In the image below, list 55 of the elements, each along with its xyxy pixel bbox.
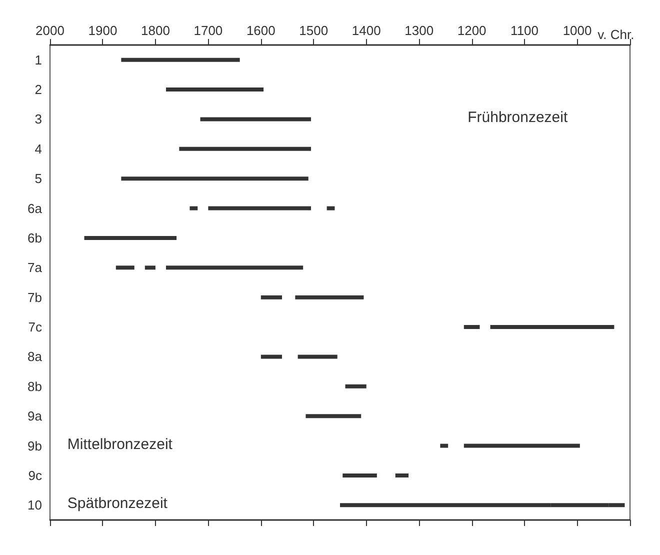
annotation: Spätbronzezeit (67, 495, 168, 512)
x-tick-label: 1900 (88, 23, 118, 38)
x-tick-label: 1700 (194, 23, 223, 38)
bar (121, 176, 308, 181)
y-tick-label: 6b (28, 230, 42, 246)
bar (395, 473, 409, 478)
bar (440, 444, 448, 448)
bar (166, 88, 264, 92)
x-tick-label: 1300 (404, 23, 434, 38)
bar (295, 295, 364, 300)
x-tick-label: 1200 (457, 23, 486, 38)
x-tick-label: 1600 (246, 23, 276, 38)
bar (464, 325, 480, 330)
x-tick-label: 1400 (352, 23, 381, 38)
x-tick-label: 2000 (36, 23, 64, 38)
bar (121, 58, 240, 62)
bar (260, 295, 282, 300)
bar (208, 206, 311, 210)
bar (166, 266, 304, 270)
y-tick-label: 7a (28, 260, 43, 276)
x-tick-label: 1100 (510, 23, 539, 38)
bar (464, 444, 580, 448)
bar (190, 206, 198, 210)
x-axis-title: v. Chr. (598, 27, 634, 42)
bar (144, 266, 156, 270)
bar (490, 325, 614, 330)
bar (345, 384, 366, 388)
annotation: Frühbronzezeit (468, 109, 568, 126)
y-tick-label: 9b (28, 438, 42, 454)
y-tick-label: 7b (28, 290, 42, 305)
y-tick-label: 1 (34, 52, 42, 68)
bar (306, 414, 362, 418)
y-tick-label: 5 (34, 171, 42, 186)
bar (326, 206, 335, 210)
y-tick-label: 9a (28, 408, 43, 424)
y-tick-label: 2 (34, 82, 42, 98)
annotation: Mittelbronzezeit (67, 436, 174, 453)
y-tick-label: 7c (28, 320, 42, 335)
bar (84, 236, 177, 240)
bar (298, 354, 338, 359)
x-tick-label: 1000 (562, 23, 592, 38)
bar (342, 473, 377, 478)
x-tick-label: 1500 (299, 23, 328, 38)
x-tick-label: 1800 (140, 23, 170, 38)
bar (260, 354, 282, 359)
y-tick-label: 8b (28, 378, 42, 394)
y-tick-label: 6a (28, 200, 43, 216)
y-tick-label: 10 (28, 498, 42, 513)
bar (200, 117, 311, 122)
y-tick-label: 4 (34, 141, 42, 156)
bar (179, 146, 311, 151)
y-tick-label: 8a (28, 349, 43, 364)
bar (116, 266, 134, 270)
y-tick-label: 9c (28, 468, 42, 483)
y-tick-label: 3 (34, 112, 42, 127)
